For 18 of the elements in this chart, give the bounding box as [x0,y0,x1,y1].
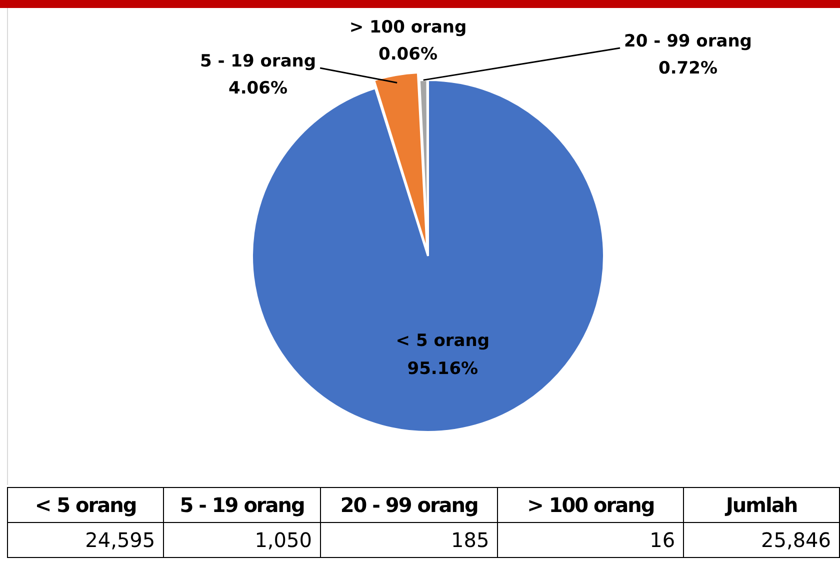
text: 16 [498,522,684,558]
text: 185 [320,522,498,558]
text: 25,846 [684,522,840,558]
text: Jumlah [684,488,840,522]
text: 24,595 [8,522,164,558]
data-label: 0.72% [658,58,718,78]
slice-label: > 100 orang [349,17,467,38]
category-label: < 5 orang [34,493,136,517]
text: 1,050 [164,522,320,558]
category-label: 20 - 99 orang [340,493,478,517]
slice-label: 5 - 19 orang [200,51,316,72]
category-label: 5 - 19 orang [180,493,304,517]
data-label: 95.16% [407,359,478,380]
data-label: 0.06% [378,44,438,64]
slice-label: 20 - 99 orang [624,31,752,52]
category-label: > 100 orang [527,493,654,517]
slice-label: < 5 orang [396,331,490,352]
data-label: 4.06% [228,78,288,98]
